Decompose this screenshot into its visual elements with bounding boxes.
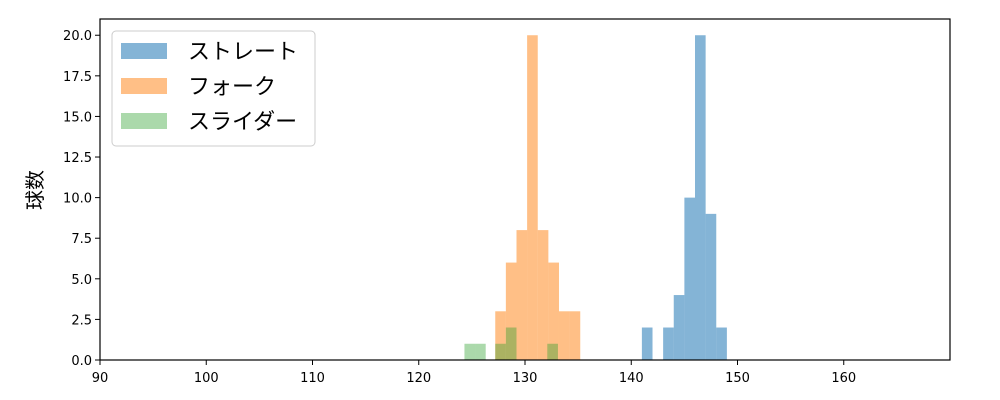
y-tick-label: 7.5	[71, 232, 92, 247]
legend-label: フォーク	[188, 75, 276, 100]
x-tick-label: 120	[406, 371, 431, 386]
legend-swatch	[121, 43, 167, 59]
bar-series-2-bin-3	[505, 327, 517, 360]
bar-series-0-bin-1	[663, 327, 674, 360]
bar-series-2-bin-4	[547, 343, 558, 360]
x-tick-label: 150	[725, 371, 750, 386]
y-tick-label: 2.5	[71, 313, 92, 328]
x-tick-label: 100	[194, 371, 219, 386]
x-axis: 90 100 110 120 130 140 150 160	[92, 360, 856, 386]
y-axis: 0.0 2.5 5.0 7.5 10.0 12.5 15.0 17.5 20.0	[63, 29, 100, 369]
bar-series-1-bin-7	[569, 311, 581, 360]
bar-series-1-bin-2	[516, 230, 528, 360]
x-tick-label: 160	[831, 371, 856, 386]
bar-series-1-bin-3	[527, 35, 538, 361]
bar-series-0-bin-3	[684, 197, 696, 360]
bar-series-0-bin-6	[716, 327, 727, 360]
y-tick-label: 17.5	[63, 70, 92, 85]
bar-series-0-bin-0	[641, 327, 653, 360]
y-tick-label: 5.0	[71, 273, 92, 288]
bar-series-1-bin-1	[505, 262, 517, 360]
bar-series-1-bin-6	[559, 311, 570, 360]
legend-swatch	[121, 78, 167, 94]
bar-series-2-bin-2	[495, 343, 506, 360]
plot-frame	[99, 18, 951, 361]
legend-box	[111, 30, 316, 147]
y-tick-label: 15.0	[63, 110, 92, 125]
x-tick-label: 130	[513, 371, 538, 386]
bar-series-2-bin-0	[464, 343, 476, 360]
y-tick-label: 12.5	[63, 151, 92, 166]
legend-swatch	[121, 113, 167, 129]
bar-series-0-bin-2	[673, 295, 685, 360]
y-tick-label: 20.0	[63, 29, 92, 44]
bars-layer	[464, 35, 727, 361]
bar-series-1-bin-4	[537, 230, 549, 360]
legend-label: ストレート	[188, 40, 298, 65]
x-tick-label: 140	[619, 371, 644, 386]
x-tick-label: 90	[92, 371, 109, 386]
bar-series-1-bin-5	[548, 262, 559, 360]
legend-label: スライダー	[188, 110, 297, 135]
bar-series-0-bin-4	[695, 35, 706, 361]
bar-series-0-bin-5	[705, 213, 717, 360]
y-tick-label: 0.0	[71, 354, 92, 369]
x-tick-label: 110	[300, 371, 325, 386]
bar-series-2-bin-1	[475, 343, 486, 360]
y-tick-label: 10.0	[63, 192, 92, 207]
y-axis-label: 球数	[23, 170, 47, 210]
bar-series-1-bin-0	[495, 311, 506, 360]
